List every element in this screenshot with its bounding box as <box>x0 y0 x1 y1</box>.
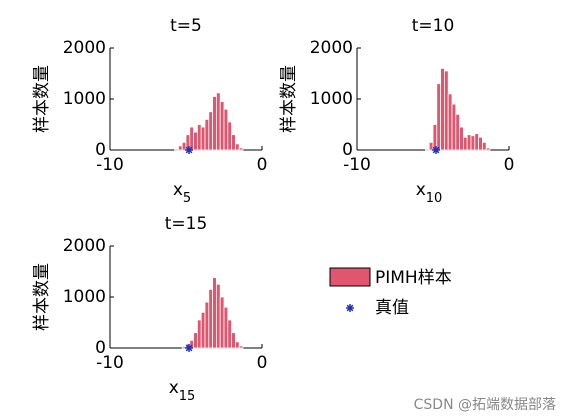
histogram-bar <box>219 296 225 349</box>
histogram-bar <box>196 319 202 349</box>
histogram-bar <box>474 133 479 151</box>
histogram-bar <box>227 121 233 151</box>
watermark: CSDN @拓端数据部落 <box>414 397 556 413</box>
histogram-bar <box>223 306 229 349</box>
histogram-bar <box>177 145 183 151</box>
legend-label: 真值 <box>375 298 409 318</box>
subplot-title: t=5 <box>170 16 202 36</box>
true-value-marker <box>432 146 441 154</box>
histogram-bar <box>443 70 449 151</box>
true-value-marker <box>185 146 194 154</box>
histogram-bar <box>462 136 468 151</box>
histogram-bar <box>234 143 240 151</box>
y-tick-label: 2000 <box>310 38 353 58</box>
histogram-bar <box>189 126 195 151</box>
y-axis-label: 样本数量 <box>279 65 299 133</box>
histogram-bar <box>196 124 202 151</box>
y-tick-label: 0 <box>95 338 106 358</box>
histogram-bar <box>204 119 210 151</box>
y-tick-label: 2000 <box>63 38 106 58</box>
histogram-bar <box>436 83 441 151</box>
histogram-bar <box>478 136 483 151</box>
histogram-bar <box>227 319 233 349</box>
x-axis-label: x5 <box>173 180 191 206</box>
histogram-bar <box>451 103 457 151</box>
x-axis-label-subscript: 10 <box>426 191 443 206</box>
legend-star <box>346 304 354 312</box>
x-axis-label-subscript: 5 <box>183 191 191 206</box>
histogram-bar <box>200 126 206 151</box>
y-axis-label: 样本数量 <box>32 263 52 331</box>
histogram-bar <box>424 148 430 151</box>
subplot-title: t=15 <box>165 214 208 234</box>
histogram-bar <box>234 341 240 349</box>
histogram-bar <box>455 113 460 151</box>
y-tick-label: 0 <box>342 140 353 160</box>
histogram-bar <box>219 101 225 151</box>
legend-swatch <box>329 267 371 287</box>
x-axis-label: x15 <box>169 378 196 404</box>
x-tick-label: -10 <box>343 155 371 175</box>
histogram-bar <box>231 134 236 151</box>
x-tick-label: 0 <box>257 353 268 373</box>
legend-label: PIMH样本 <box>375 268 452 288</box>
histogram-bar <box>212 96 217 151</box>
x-tick-label: 0 <box>504 155 515 175</box>
histogram-bar <box>238 147 244 151</box>
histogram-bar <box>193 332 198 349</box>
x-tick-label: -10 <box>96 353 124 373</box>
histogram-bar <box>208 111 214 151</box>
histogram-bar <box>215 92 221 151</box>
x-axis-label-main: x <box>173 180 183 200</box>
x-axis-label-main: x <box>416 180 426 200</box>
y-axis-label: 样本数量 <box>32 65 52 133</box>
y-tick-label: 0 <box>95 140 106 160</box>
histogram-bar <box>208 288 214 349</box>
y-tick-label: 1000 <box>63 89 106 109</box>
histogram-bar <box>181 141 187 151</box>
x-tick-label: 0 <box>257 155 268 175</box>
y-tick-label: 1000 <box>310 89 353 109</box>
histogram-bar <box>200 311 206 349</box>
histogram-bar <box>440 68 445 151</box>
histogram-bar <box>481 141 487 151</box>
histogram-bar <box>238 345 244 349</box>
histogram-bar <box>447 93 453 151</box>
x-axis-label: x10 <box>416 180 443 206</box>
subplot-title: t=10 <box>412 16 455 36</box>
histogram-bar <box>174 148 179 151</box>
x-tick-label: -10 <box>96 155 124 175</box>
histogram-bar <box>470 135 476 151</box>
y-tick-label: 1000 <box>63 287 106 307</box>
histogram-bar <box>223 108 229 151</box>
true-value-marker <box>185 344 194 352</box>
histogram-bar <box>212 277 217 349</box>
histogram-bar <box>193 131 198 151</box>
histogram-bar <box>215 283 221 349</box>
y-tick-label: 2000 <box>63 236 106 256</box>
histogram-bar <box>485 147 491 151</box>
x-axis-label-subscript: 15 <box>179 389 196 404</box>
histogram-bar <box>428 141 434 151</box>
histogram-bar <box>231 332 236 349</box>
histogram-bar <box>466 134 472 151</box>
histogram-bar <box>459 126 464 151</box>
histogram-bar <box>204 301 210 349</box>
x-axis-label-main: x <box>169 378 179 398</box>
